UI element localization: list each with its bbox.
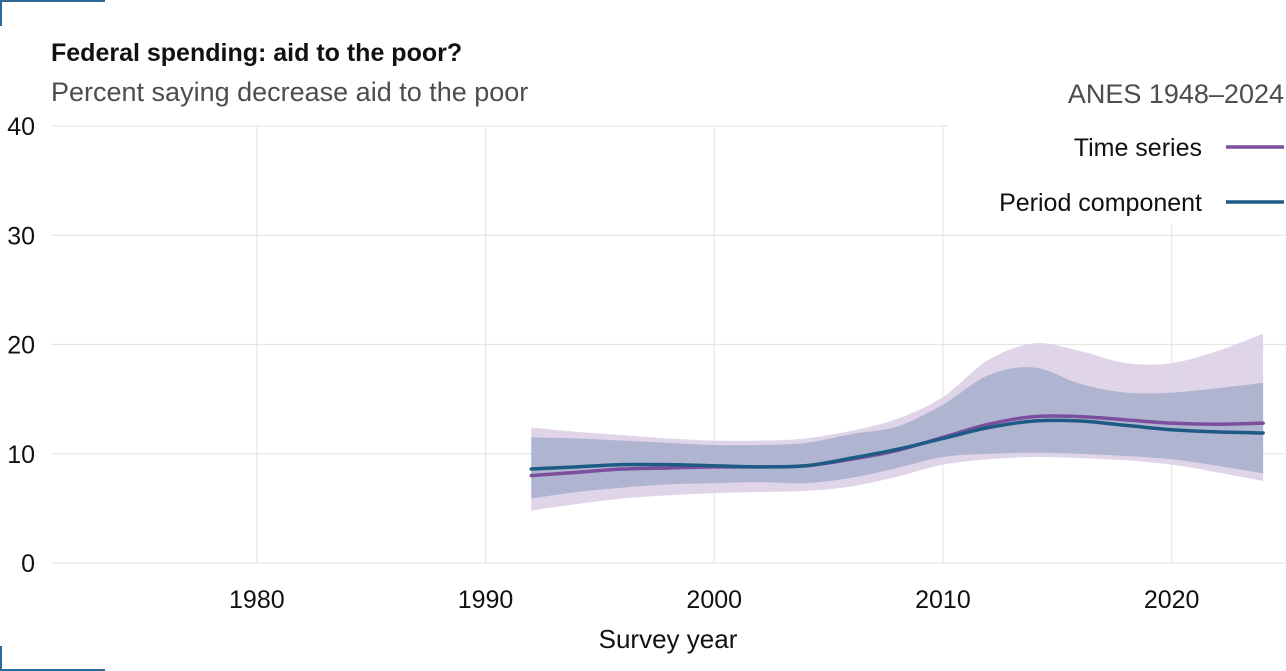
y-tick-label-40: 40 bbox=[7, 113, 35, 141]
x-tick-label-2010: 2010 bbox=[915, 586, 971, 614]
y-tick-label-0: 0 bbox=[21, 550, 35, 578]
chart-subtitle: Percent saying decrease aid to the poor bbox=[51, 77, 528, 107]
corner-mark-top-left bbox=[0, 0, 105, 26]
chart-title: Federal spending: aid to the poor? bbox=[51, 39, 462, 67]
legend: Time series Period component bbox=[948, 118, 1286, 224]
legend-label-2: Period component bbox=[999, 189, 1202, 217]
y-tick-label-20: 20 bbox=[7, 332, 35, 360]
x-axis-label: Survey year bbox=[599, 624, 738, 654]
x-tick-label-1980: 1980 bbox=[229, 586, 285, 614]
legend-background bbox=[948, 118, 1286, 224]
source-label: ANES 1948–2024 bbox=[1068, 79, 1284, 109]
legend-label-1: Time series bbox=[1074, 134, 1202, 162]
axis-tick-labels: 0 10 20 30 40 1980 1990 2000 2010 2020 bbox=[7, 113, 1199, 614]
x-tick-label-1990: 1990 bbox=[458, 586, 514, 614]
corner-mark-bottom-left bbox=[0, 646, 105, 671]
x-tick-label-2000: 2000 bbox=[686, 586, 742, 614]
x-tick-label-2020: 2020 bbox=[1144, 586, 1200, 614]
series-line-2 bbox=[529, 418, 1265, 471]
grid bbox=[51, 125, 1286, 564]
y-tick-label-30: 30 bbox=[7, 222, 35, 250]
y-tick-label-10: 10 bbox=[7, 441, 35, 469]
series-lines bbox=[529, 414, 1265, 478]
